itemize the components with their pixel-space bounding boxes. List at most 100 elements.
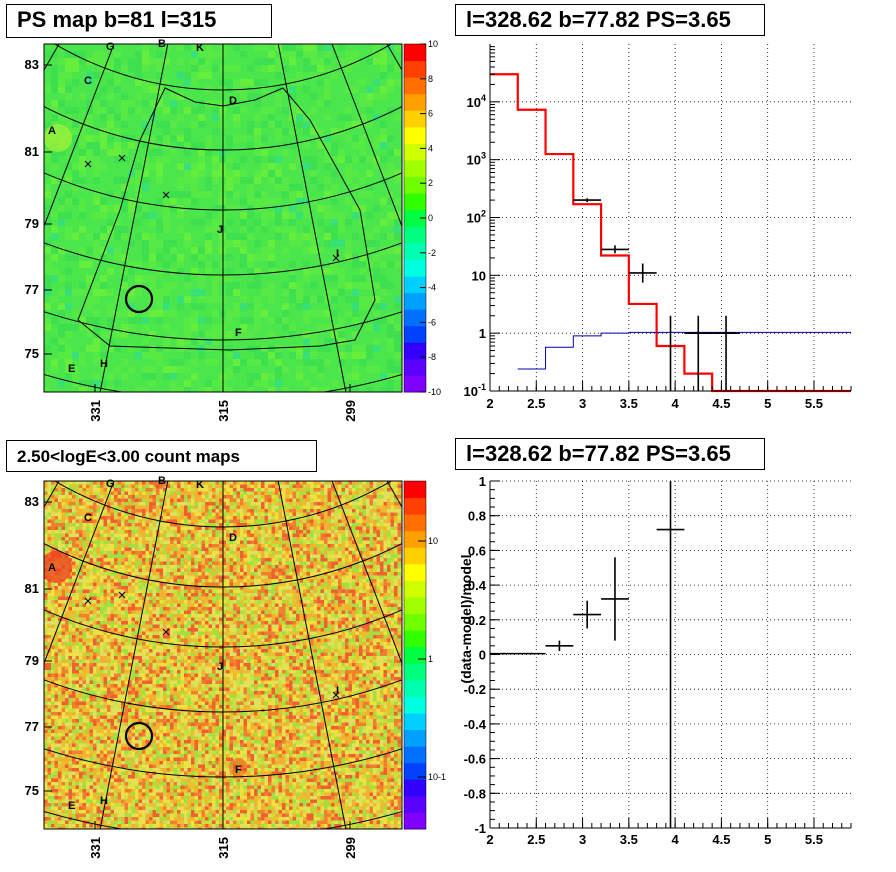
- spectrum-data-point: [712, 315, 740, 391]
- colorbar-bin: [404, 259, 426, 277]
- model-total-step: [490, 73, 851, 393]
- colorbar-tick-label: -8: [428, 352, 436, 362]
- x-tick-label: 4: [672, 396, 680, 411]
- longitude-line: [99, 481, 169, 829]
- x-tick-label: 3.5: [620, 832, 638, 847]
- source-label-e: E: [68, 363, 75, 375]
- longitude-line: [277, 481, 347, 829]
- x-tick-label: 5: [764, 396, 771, 411]
- y-tick-label: 10: [472, 268, 486, 283]
- y-tick-label: 103: [467, 151, 486, 168]
- x-tick-label: 3: [579, 832, 586, 847]
- b-tick-label: 83: [25, 57, 39, 72]
- x-tick-label: 5.5: [805, 832, 823, 847]
- y-tick-label: 0.2: [468, 613, 486, 628]
- y-tick-label: 0: [479, 648, 486, 663]
- candidate-circle: [124, 721, 154, 751]
- longitude-line: [386, 481, 402, 509]
- ps-colorbar: 10 8 6 4 2 0 -2 -4 -6 -8 -10: [403, 39, 441, 397]
- colorbar-bin: [404, 209, 426, 227]
- b-tick-label: 77: [25, 719, 39, 734]
- residual-data-point: [601, 557, 629, 641]
- longitude-line: [99, 44, 169, 392]
- residual-data-point: [545, 640, 574, 652]
- colorbar-bin: [404, 762, 426, 780]
- colorbar-bin: [404, 497, 426, 515]
- colorbar-bin: [404, 60, 426, 78]
- longitude-line: [44, 44, 60, 72]
- residual-data-point: [656, 481, 685, 828]
- b-tick-label: 75: [25, 346, 39, 361]
- colorbar-bin: [404, 514, 426, 532]
- ps-map-title: PS map b=81 l=315: [6, 4, 272, 38]
- source-label-d: D: [229, 95, 237, 107]
- colorbar-bin: [404, 696, 426, 714]
- count-colorbar: 10 1 10-1: [403, 480, 446, 830]
- colorbar-tick-label: -10: [428, 387, 441, 397]
- x-tick-label: 4: [672, 832, 680, 847]
- source-marker: [84, 597, 92, 605]
- x-tick-label: 2.5: [527, 396, 545, 411]
- source-marker: [332, 691, 340, 699]
- y-tick-label: -0.4: [464, 717, 487, 732]
- b-tick-label: 79: [25, 653, 39, 668]
- longitude-line: [331, 44, 402, 228]
- colorbar-bin: [404, 93, 426, 111]
- y-tick-label: 0.6: [468, 543, 486, 558]
- residual-data-point: [490, 652, 518, 655]
- source-label-j: J: [217, 224, 223, 236]
- y-axis-label: (data-model)/model: [458, 554, 474, 683]
- colorbar-bin: [404, 563, 426, 581]
- l-tick-label: 315: [216, 400, 231, 422]
- y-tick-label: 0.4: [468, 578, 487, 593]
- b-tick-label: 81: [25, 581, 39, 596]
- spectrum-data-point: [601, 245, 629, 254]
- source-marker: [118, 591, 126, 599]
- colorbar-bin: [404, 481, 426, 499]
- x-tick-label: 3: [579, 396, 586, 411]
- x-tick-label: 4.5: [712, 832, 730, 847]
- colorbar-bin: [404, 143, 426, 161]
- colorbar-tick-label: 1: [428, 654, 433, 664]
- y-tick-label: 10-1: [464, 382, 486, 399]
- longitude-line: [386, 44, 402, 72]
- y-tick-label: -0.8: [464, 786, 486, 801]
- colorbar-tick-label: -4: [428, 283, 436, 293]
- ps-coordinate-grid: [44, 44, 402, 392]
- y-tick-label: 104: [467, 93, 486, 110]
- colorbar-bin: [404, 779, 426, 797]
- colorbar-tick-label: 6: [428, 109, 433, 119]
- source-label-g: G: [106, 478, 115, 490]
- y-tick-label: 0.8: [468, 509, 486, 524]
- x-tick-label: 2: [486, 832, 493, 847]
- colorbar-tick-label: 10: [428, 39, 438, 49]
- colorbar-bin: [404, 530, 426, 548]
- l-tick-label: 299: [343, 837, 358, 859]
- x-tick-label: 5: [764, 832, 771, 847]
- l-tick-label: 315: [216, 837, 231, 859]
- b-tick-label: 75: [25, 783, 39, 798]
- source-label-i: I: [336, 685, 339, 697]
- y-tick-label: -1: [474, 821, 486, 836]
- l-tick-label: 331: [88, 837, 103, 859]
- spectrum-grid: [490, 44, 851, 391]
- colorbar-bin: [404, 276, 426, 294]
- y-tick-label: 1: [479, 474, 486, 489]
- source-label-h: H: [100, 358, 108, 370]
- colorbar-frame: [403, 480, 427, 830]
- spectrum-data-point: [573, 198, 602, 203]
- colorbar-bin: [404, 375, 426, 393]
- longitude-line: [44, 44, 115, 228]
- roi-outline: [77, 87, 376, 351]
- colorbar-tick-label: 2: [428, 178, 433, 188]
- b-tick-label: 81: [25, 144, 39, 159]
- source-marker: [162, 628, 170, 636]
- source-label-h: H: [100, 795, 108, 807]
- b-tick-label: 83: [25, 494, 39, 509]
- y-tick-label: 102: [467, 209, 486, 226]
- colorbar-tick-label: -2: [428, 248, 436, 258]
- colorbar-bin: [404, 630, 426, 648]
- model-component-step: [517, 331, 851, 370]
- source-label-e: E: [68, 800, 75, 812]
- source-marker: [84, 160, 92, 168]
